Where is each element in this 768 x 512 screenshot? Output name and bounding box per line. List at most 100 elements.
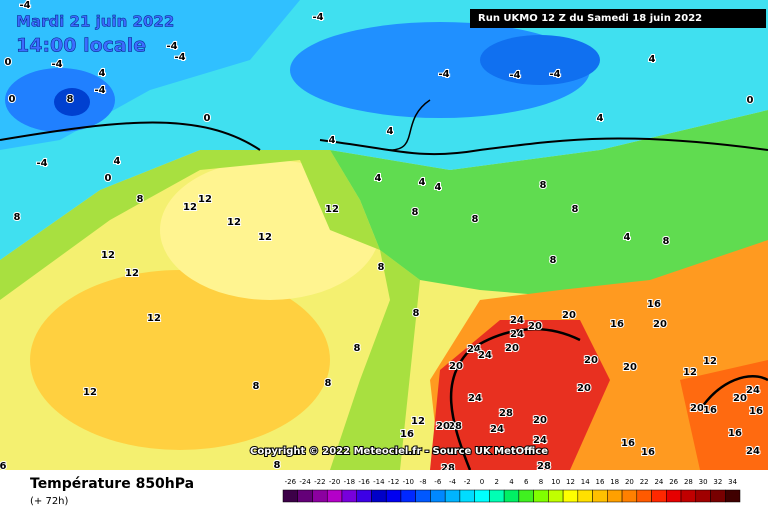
isotherm-label: -4 xyxy=(94,85,105,96)
footer-lead: (+ 72h) xyxy=(30,496,69,507)
copyright: Copyright © 2022 Meteociel.fr - Source U… xyxy=(250,446,548,457)
map-background xyxy=(0,0,768,471)
map-time: 14:00 locale xyxy=(16,35,146,57)
isotherm-label: -4 xyxy=(174,52,185,63)
isotherm-label: 8 xyxy=(663,236,670,247)
isotherm-label: 12 xyxy=(183,202,197,213)
scale-label: 18 xyxy=(610,478,619,486)
scale-label: -12 xyxy=(388,478,399,486)
isotherm-label: 20 xyxy=(528,321,542,332)
run-box xyxy=(470,9,766,28)
scale-label: -10 xyxy=(403,478,414,486)
run-info: Run UKMO 12 Z du Samedi 18 juin 2022 xyxy=(478,13,702,24)
scale-cell xyxy=(415,489,431,503)
isotherm-label: -4 xyxy=(312,12,323,23)
scale-cell xyxy=(371,489,387,503)
scale-cell xyxy=(297,489,313,503)
scale-label: 0 xyxy=(480,478,484,486)
isotherm-label: 4 xyxy=(387,126,394,137)
isotherm-label: 24 xyxy=(478,350,492,361)
isotherm-label: 8 xyxy=(253,381,260,392)
isotherm-label: 24 xyxy=(746,385,760,396)
scale-label: -26 xyxy=(285,478,297,486)
scale-cell xyxy=(312,489,328,503)
scale-cell xyxy=(385,489,402,503)
scale-label: 4 xyxy=(509,478,514,486)
isotherm-label: 16 xyxy=(749,406,763,417)
scale-label: -22 xyxy=(314,478,325,486)
isotherm-label: 12 xyxy=(125,268,139,279)
scale-label: 30 xyxy=(699,478,708,486)
isotherm-label: 8 xyxy=(412,207,419,218)
isotherm-label: 4 xyxy=(649,54,656,65)
isotherm-label: 20 xyxy=(733,393,747,404)
isotherm-label: 24 xyxy=(468,393,482,404)
isotherm-label: 12 xyxy=(83,387,97,398)
isotherm-label: 20 xyxy=(623,362,637,373)
isotherm-label: 4 xyxy=(597,113,604,124)
isotherm-label: 20 xyxy=(577,383,591,394)
isotherm-label: 20 xyxy=(562,310,576,321)
isotherm-label: 16 xyxy=(728,428,742,439)
isotherm-label: 16 xyxy=(647,299,661,310)
scale-cell xyxy=(636,489,652,503)
isotherm-label: 12 xyxy=(683,367,697,378)
scale-label: -20 xyxy=(329,478,340,486)
isotherm-label: 0 xyxy=(5,57,12,68)
isotherm-label: 24 xyxy=(510,315,524,326)
scale-label: 10 xyxy=(551,478,560,486)
isotherm-label: -4 xyxy=(51,59,62,70)
scale-label: 26 xyxy=(669,478,678,486)
scale-cell xyxy=(680,489,697,503)
scale-label: -6 xyxy=(434,478,442,486)
isotherm-label: 4 xyxy=(375,173,382,184)
isotherm-label: 16 xyxy=(400,429,414,440)
scale-cell xyxy=(607,489,623,503)
isotherm-label: 12 xyxy=(101,250,115,261)
isotherm-label: 0 xyxy=(204,113,211,124)
isotherm-label: -4 xyxy=(438,69,449,80)
isotherm-label: 24 xyxy=(467,344,481,355)
isotherm-label: 4 xyxy=(624,232,631,243)
isotherm-label: 6 xyxy=(0,461,7,472)
isotherm-label: 24 xyxy=(746,446,760,457)
isotherm-label: 20 xyxy=(449,361,463,372)
scale-cell xyxy=(548,489,564,503)
isotherm-label: 8 xyxy=(413,308,420,319)
isotherm-label: 16 xyxy=(703,405,717,416)
isotherm-label: 8 xyxy=(67,94,74,105)
scale-cell xyxy=(533,489,549,503)
isotherm-label: 20 xyxy=(505,343,519,354)
isotherm-label: 8 xyxy=(137,194,144,205)
isotherm-label: -4 xyxy=(36,158,47,169)
scale-cell xyxy=(474,489,490,503)
scale-label: -14 xyxy=(373,478,385,486)
isotherm-label: 20 xyxy=(584,355,598,366)
scale-label: 16 xyxy=(595,478,604,486)
isotherm-label: 8 xyxy=(354,343,361,354)
isotherm-label: 0 xyxy=(9,94,16,105)
scale-cell xyxy=(651,489,667,503)
isotherm-label: 8 xyxy=(550,255,557,266)
scale-cell xyxy=(341,489,357,503)
scale-label: 24 xyxy=(654,478,663,486)
scale-label: -2 xyxy=(464,478,471,486)
isotherm-label: 4 xyxy=(99,68,106,79)
isotherm-label: 20 xyxy=(436,421,450,432)
isotherm-label: 20 xyxy=(533,415,547,426)
scale-cell xyxy=(666,489,682,503)
scale-label: 14 xyxy=(581,478,590,486)
isotherm-label: 24 xyxy=(490,424,504,435)
scale-label: -24 xyxy=(299,478,311,486)
scale-cell xyxy=(444,489,461,503)
scale-cell xyxy=(400,489,416,503)
scale-cell xyxy=(459,489,475,503)
isotherm-label: -4 xyxy=(166,41,177,52)
footer-title: Température 850hPa xyxy=(30,476,194,492)
isotherm-label: 28 xyxy=(499,408,513,419)
scale-cell xyxy=(621,489,638,503)
scale-label: 28 xyxy=(684,478,693,486)
isotherm-label: 12 xyxy=(227,217,241,228)
scale-label: 12 xyxy=(566,478,575,486)
